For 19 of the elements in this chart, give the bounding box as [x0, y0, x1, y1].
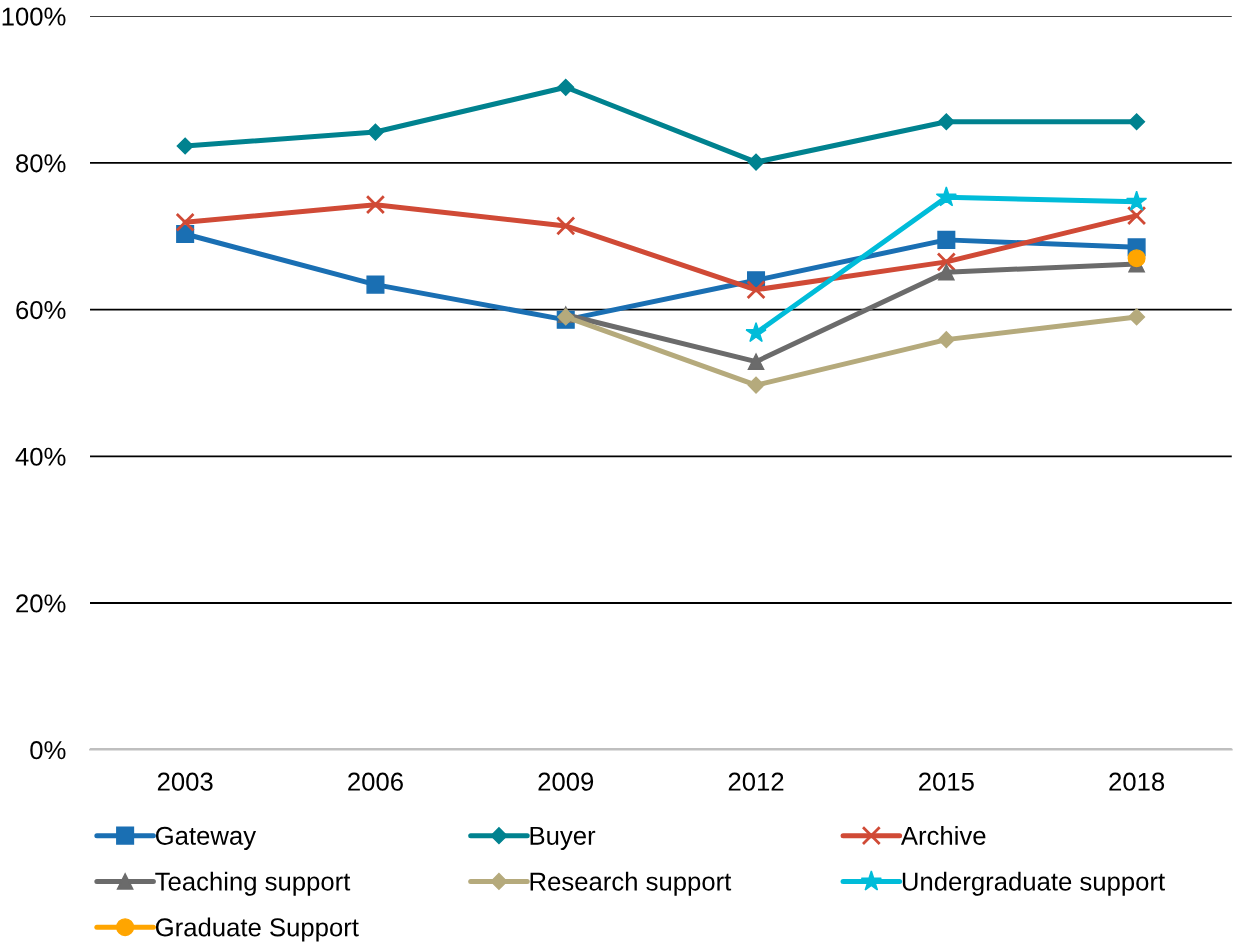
x-tick-label: 2006	[348, 772, 403, 791]
legend-label: Research support	[530, 871, 732, 896]
legend-label: Buyer	[530, 826, 596, 850]
legend-label: Archive	[900, 826, 986, 845]
legend-label: Undergraduate support	[902, 871, 1165, 896]
y-tick-label: 0%	[30, 741, 66, 760]
legend-label: Teaching support	[155, 871, 351, 896]
x-tick-label: 2003	[157, 772, 213, 791]
y-tick-label: 20%	[16, 594, 66, 613]
x-tick-label: 2018	[1109, 772, 1165, 791]
x-tick-label: 2012	[728, 772, 784, 791]
y-tick-label: 40%	[15, 447, 66, 466]
y-tick-label: 100%	[2, 7, 66, 26]
y-tick-label: 60%	[16, 300, 66, 320]
y-tick-label: 80%	[16, 154, 66, 173]
x-tick-label: 2009	[538, 772, 594, 791]
legend-label: Gateway	[155, 826, 257, 850]
legend-label: Graduate Support	[155, 917, 359, 942]
x-tick-label: 2015	[919, 772, 974, 791]
